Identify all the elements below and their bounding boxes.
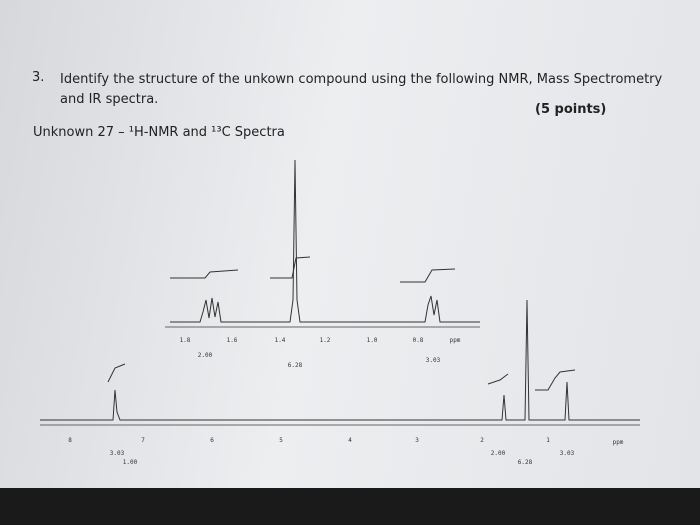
- inset-tick-label: 0.8: [413, 337, 424, 344]
- main-integral-label: 6.28: [518, 459, 533, 466]
- inset-unit: ppm: [450, 337, 461, 344]
- question-points: (5 points): [535, 102, 607, 117]
- question-text: Identify the structure of the unkown com…: [60, 72, 663, 107]
- inset-integral-label: 2.00: [198, 352, 213, 359]
- main-spectrum: [40, 299, 640, 421]
- main-integral-label: 3.03: [560, 450, 575, 457]
- main-tick-label: 4: [348, 437, 352, 444]
- main-tick-label: 7: [141, 437, 145, 444]
- main-integral: [107, 363, 576, 391]
- question-number: 3.: [32, 70, 45, 85]
- inset-integral-label: 6.28: [288, 362, 303, 369]
- main-tick-label: 6: [210, 437, 214, 444]
- main-tick-label: 1: [546, 437, 550, 444]
- inset-integral-label: 3.03: [426, 357, 441, 364]
- inset-tick-label: 1.8: [180, 337, 191, 344]
- spectra: 1.8 1.6 1.4 1.2 1.0 0.8 ppm 2.00 6.28 3.…: [40, 159, 640, 466]
- main-tick-label: 3: [415, 437, 419, 444]
- inset-spectrum: [170, 159, 480, 323]
- inset-tick-label: 1.4: [275, 337, 286, 344]
- inset-tick-label: 1.6: [227, 337, 238, 344]
- main-integral-label: 1.00: [123, 459, 138, 466]
- inset-integral: [170, 256, 456, 283]
- subtitle: Unknown 27 – ¹H-NMR and ¹³C Spectra: [33, 125, 285, 140]
- main-integral-label: 2.00: [491, 450, 506, 457]
- main-integral-label: 3.03: [110, 450, 125, 457]
- inset-tick-label: 1.2: [320, 337, 331, 344]
- document: 3. Identify the structure of the unkown …: [0, 0, 700, 488]
- main-tick-label: 8: [68, 437, 72, 444]
- inset-tick-label: 1.0: [367, 337, 378, 344]
- main-tick-label: 2: [480, 437, 484, 444]
- main-unit: ppm: [613, 439, 624, 446]
- main-tick-label: 5: [279, 437, 283, 444]
